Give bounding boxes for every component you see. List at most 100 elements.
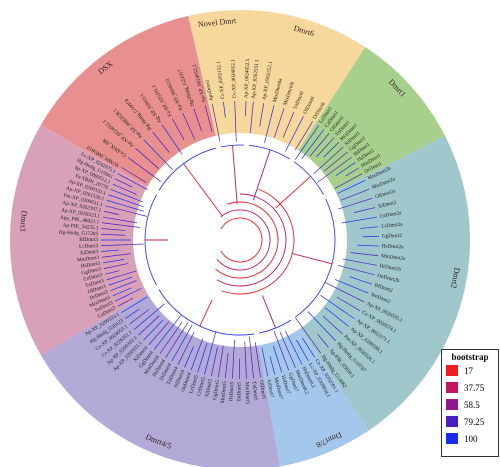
branch (279, 331, 296, 368)
legend-label: 100 (464, 433, 478, 444)
branch (102, 216, 138, 224)
branch (285, 331, 303, 365)
branch (338, 265, 375, 276)
stem-branch (183, 163, 223, 217)
branch (295, 317, 322, 354)
leaf-label: LcDmrt3 (79, 243, 99, 250)
branch (138, 315, 160, 336)
leaf-label: CeDmrt2a (380, 210, 403, 220)
leaf-label: Hg-Hmlg_G17285 (59, 230, 99, 238)
branch (282, 111, 295, 138)
legend-label: 37.75 (464, 382, 485, 393)
leaf-label: Cr-XP_0263152.1 (216, 60, 227, 99)
branch (323, 151, 348, 172)
branch (338, 197, 373, 210)
branch (101, 243, 144, 247)
stem-branch (275, 176, 311, 209)
branch (184, 346, 194, 368)
leaf-label: MmDmrt7 (272, 377, 283, 400)
legend-swatch (446, 416, 458, 427)
branch (259, 102, 265, 127)
leaf-label: OlDmrt3 (87, 283, 107, 295)
leaf-label: OlDmrt5 (258, 380, 267, 400)
clade-label: Novel Dmrt (198, 16, 238, 29)
leaf-label: GgDmrt5 (212, 379, 221, 400)
branch (106, 199, 144, 212)
branch (307, 311, 336, 342)
branch (337, 179, 366, 194)
legend-item: 100 (442, 430, 498, 447)
branch (143, 139, 173, 171)
clade-sector (247, 10, 366, 151)
stem-branch (199, 299, 213, 327)
leaf-label: XiDmrt3 (80, 249, 100, 257)
legend-item: 37.75 (442, 379, 498, 396)
branch (152, 131, 170, 153)
leaf-label: MixDmrt5 (243, 382, 250, 405)
leaf-label: CeDmrt3 (83, 272, 104, 283)
leaf-label: MmDmrt5 (220, 381, 228, 404)
branch (112, 183, 137, 195)
branch (101, 233, 126, 236)
legend-label: 79.25 (464, 416, 485, 427)
branch (294, 125, 320, 160)
clade-sectors (9, 9, 470, 467)
branch (323, 141, 340, 158)
leaf-label: Ap-XP_0024052.5 (243, 58, 251, 98)
branch (108, 194, 144, 208)
branch (105, 205, 147, 217)
branch (335, 162, 356, 176)
stem-branch (232, 145, 238, 205)
clade-arc (249, 145, 290, 160)
leaf-label: XiDmrt2 (377, 200, 397, 210)
leaf-label: MixDmrt6a (272, 77, 284, 103)
branch (313, 146, 344, 174)
clade-sector (298, 47, 445, 192)
branch (285, 116, 304, 152)
backbone-arc (216, 209, 271, 271)
legend-item: 79.25 (442, 413, 498, 430)
clade-sector (299, 135, 470, 431)
branch (232, 339, 235, 379)
backbone-arc (215, 201, 279, 279)
branch (177, 332, 195, 365)
legend-swatch (446, 382, 458, 393)
branch (108, 276, 133, 286)
branch (234, 101, 237, 142)
branch (217, 345, 224, 378)
leaf-label: App_PIK_48021.1 (60, 215, 100, 226)
branch (244, 341, 247, 379)
legend-swatch (446, 399, 458, 410)
branch (301, 129, 325, 159)
branch (143, 319, 164, 341)
branch (249, 101, 254, 133)
leaf-label: DrDmrt2b (379, 263, 402, 273)
branch (117, 297, 134, 307)
branch (197, 343, 208, 373)
branch (103, 211, 119, 215)
branch (296, 339, 309, 362)
branch (360, 226, 379, 229)
legend-label: 17 (464, 365, 473, 376)
leaf-label: DrDmrt5 (237, 382, 243, 401)
leaf-label: MmDmrt3 (77, 255, 100, 264)
leaf-label: LcDmrt5 (188, 374, 200, 394)
branch (193, 108, 203, 132)
leaf-label: TnDmrt5 (251, 381, 259, 401)
stem-branch (262, 295, 277, 329)
branch (148, 321, 170, 346)
clade-label: Dmrt3 (18, 210, 29, 232)
branch (211, 103, 221, 142)
branch (316, 137, 335, 157)
stem-branch (252, 149, 271, 201)
branch (117, 173, 148, 191)
branch (171, 118, 185, 140)
clade-arc (158, 289, 255, 336)
branch (106, 270, 137, 281)
legend-item: 58.5 (442, 396, 498, 413)
leaf-label: HsDmrt3 (80, 261, 100, 270)
branch (115, 288, 142, 302)
tree-branches (101, 101, 379, 380)
clade-sector (9, 125, 148, 355)
